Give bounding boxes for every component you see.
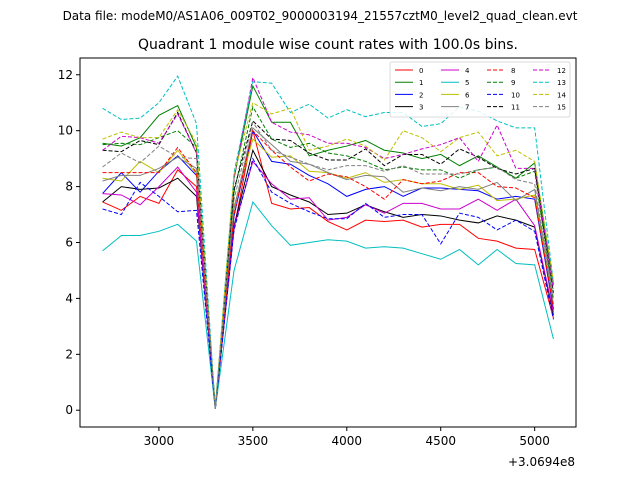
y-tick-label: 12 — [58, 68, 73, 82]
y-tick-label: 0 — [65, 403, 73, 417]
series-line-1 — [102, 84, 554, 409]
legend-label-5: 5 — [465, 79, 469, 87]
legend-label-14: 14 — [557, 91, 566, 99]
series-line-14 — [102, 101, 554, 409]
y-tick-label: 8 — [65, 180, 73, 194]
legend-label-2: 2 — [419, 91, 423, 99]
legend-label-1: 1 — [419, 79, 423, 87]
series-line-0 — [102, 130, 554, 409]
legend-label-12: 12 — [557, 67, 566, 75]
x-tick-label: 3500 — [238, 434, 269, 448]
series-line-4 — [102, 160, 554, 409]
legend-label-4: 4 — [465, 67, 470, 75]
series-line-8 — [102, 129, 554, 409]
legend-label-0: 0 — [419, 67, 423, 75]
series-line-12 — [102, 75, 554, 409]
series-lines — [102, 75, 554, 409]
y-tick-label: 2 — [65, 347, 73, 361]
legend-label-9: 9 — [511, 79, 515, 87]
legend-label-13: 13 — [557, 79, 566, 87]
series-line-9 — [102, 105, 554, 409]
figure-suptitle: Data file: modeM0/AS1A06_009T02_90000031… — [63, 9, 578, 23]
x-tick-label: 5000 — [519, 434, 550, 448]
series-line-15 — [102, 121, 554, 409]
chart-title: Quadrant 1 module wise count rates with … — [138, 37, 518, 53]
series-line-2 — [102, 129, 554, 409]
series-line-10 — [102, 157, 554, 409]
legend-label-8: 8 — [511, 67, 515, 75]
legend-label-11: 11 — [511, 104, 520, 112]
legend-label-3: 3 — [419, 104, 423, 112]
x-tick-label: 4500 — [425, 434, 456, 448]
legend-box — [389, 61, 571, 118]
series-line-5 — [102, 200, 554, 409]
y-tick-label: 4 — [65, 291, 73, 305]
series-line-3 — [102, 148, 554, 409]
y-tick-label: 10 — [58, 124, 73, 138]
x-tick-label: 4000 — [332, 434, 363, 448]
legend-label-6: 6 — [465, 91, 470, 99]
x-tick-label: 3000 — [144, 434, 175, 448]
legend-label-15: 15 — [557, 104, 566, 112]
series-line-11 — [102, 111, 554, 409]
legend-label-10: 10 — [511, 91, 520, 99]
legend-label-7: 7 — [465, 104, 469, 112]
x-offset-text: +3.0694e8 — [508, 455, 575, 469]
y-tick-label: 6 — [65, 236, 73, 250]
